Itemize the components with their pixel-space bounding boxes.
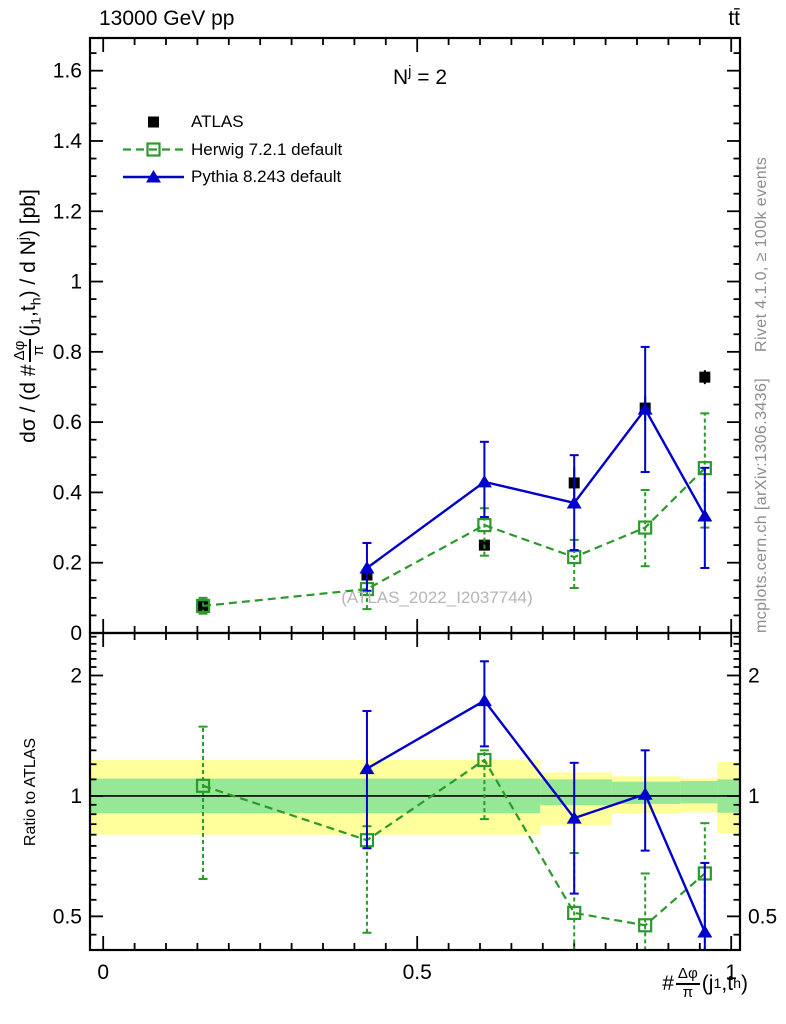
- data-marker: [477, 752, 492, 768]
- main-series-pythia: [359, 345, 713, 592]
- data-marker: [697, 508, 713, 522]
- main-series-herwig: [195, 412, 712, 615]
- data-marker: [567, 905, 582, 921]
- ylabel-sub: h: [28, 297, 45, 306]
- tick-label: 0.5: [748, 905, 777, 928]
- xlabel-part: #: [662, 971, 674, 995]
- tick-label: 1: [70, 271, 82, 294]
- data-marker: [359, 560, 375, 574]
- panel-label-base: N: [392, 66, 409, 89]
- panel-label-rest: = 2: [411, 66, 448, 89]
- data-marker: [476, 474, 492, 488]
- tick-label: 0.5: [403, 961, 432, 984]
- tick-label: 0: [97, 961, 109, 984]
- tick-label: 0.5: [53, 905, 82, 928]
- data-marker: [567, 549, 582, 565]
- main-series-atlas: [197, 370, 711, 613]
- data-marker: [638, 520, 653, 535]
- process-label: tt̄: [728, 7, 740, 30]
- tick-label: 1.2: [53, 200, 82, 223]
- tick-label: 1.6: [53, 60, 82, 83]
- data-marker: [146, 170, 161, 183]
- tick-label: 0: [70, 622, 82, 645]
- panel-frames: [88, 36, 742, 952]
- legend-samples: [123, 116, 184, 183]
- data-marker: [697, 924, 713, 938]
- ylabel-part: ) [pb]: [17, 189, 41, 238]
- beam-energy-label: 13000 GeV pp: [99, 7, 235, 30]
- legend-label-herwig: Herwig 7.2.1 default: [191, 140, 343, 159]
- data-marker: [359, 761, 375, 775]
- legend-label-atlas: ATLAS: [191, 112, 244, 131]
- xlabel-part: ,t: [721, 971, 734, 995]
- data-marker: [146, 142, 161, 157]
- xlabel-frac-den: π: [682, 983, 694, 1001]
- data-marker: [476, 693, 492, 707]
- data-marker: [566, 495, 582, 509]
- data-marker: [148, 116, 159, 128]
- data-marker: [638, 918, 653, 933]
- panel-label-sup: j: [408, 64, 412, 80]
- xlabel-fraction: Δφ π: [675, 965, 700, 1001]
- tick-label: 2: [70, 664, 82, 687]
- y-axis-label-main: dσ / (d # Δφ π (j1,th) / d Nj) [pb]: [11, 30, 47, 602]
- rivet-version-text: Rivet 4.1.0, ≥ 100k events: [753, 156, 770, 352]
- data-marker: [637, 402, 653, 415]
- ylabel-sup: j: [15, 237, 32, 241]
- data-marker: [477, 518, 492, 533]
- xlabel-sub: h: [733, 975, 741, 992]
- data-marker: [195, 598, 211, 614]
- tick-label: 0.4: [53, 481, 83, 504]
- data-marker: [566, 811, 582, 824]
- panel-label: Nj = 2: [330, 64, 510, 90]
- ratio-series-herwig: [195, 725, 712, 950]
- ylabel-part: (j: [17, 324, 41, 337]
- xlabel-frac-num: Δφ: [675, 965, 700, 985]
- xlabel-part: ): [741, 971, 748, 995]
- data-marker: [637, 787, 653, 800]
- tick-label: 1: [70, 785, 82, 808]
- ylabel-fraction: Δφ π: [11, 338, 47, 363]
- tick-label: 0.2: [53, 552, 82, 575]
- ylabel-part: dσ / (d #: [17, 364, 41, 443]
- ylabel-frac-den: π: [29, 345, 47, 356]
- mcplots-reference-text: mcplots.cern.ch [arXiv:1306.3436]: [753, 377, 770, 633]
- y-axis-label-ratio: Ratio to ATLAS: [22, 737, 39, 847]
- tick-label: 0.6: [53, 411, 82, 434]
- legend-label-pythia: Pythia 8.243 default: [191, 167, 342, 186]
- x-axis-label: # Δφ π (j 1 ,t h): [662, 965, 748, 1001]
- tick-label: 1.4: [53, 130, 83, 153]
- tick-labels: 0 0.2 0.4 0.6 0.8 1 1.2 1.4 1.6 0.5 0.5 1 1 2 2 0 0.5 1: [53, 60, 777, 984]
- ylabel-sub: 1: [28, 317, 45, 325]
- tick-label: 0.8: [53, 341, 82, 364]
- tick-label: 2: [748, 664, 760, 687]
- ylabel-frac-num: Δφ: [11, 338, 31, 363]
- data-marker: [699, 371, 711, 383]
- analysis-watermark: (ATLAS_2022_I2037744): [341, 588, 533, 607]
- tick-label: 1: [725, 961, 737, 984]
- xlabel-sub: 1: [713, 975, 722, 992]
- ylabel-part: ,t: [17, 305, 41, 317]
- tick-label: 1: [748, 785, 760, 808]
- ylabel-part: ) / d N: [17, 240, 41, 298]
- data-marker: [195, 778, 211, 793]
- ratio-series-pythia: [359, 660, 713, 950]
- xlabel-part: (j: [701, 971, 714, 995]
